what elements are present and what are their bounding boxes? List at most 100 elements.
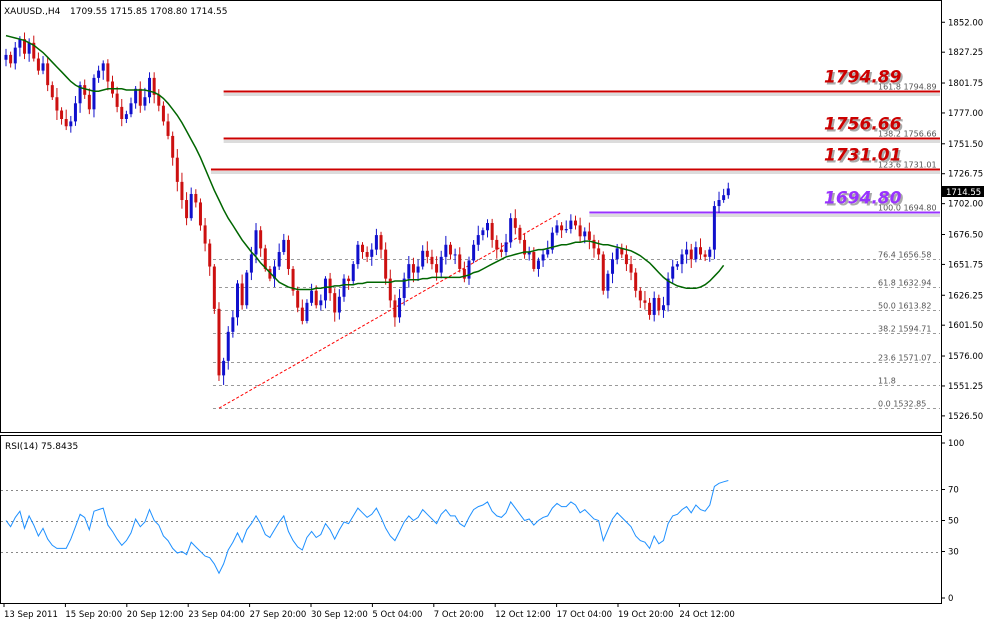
candle-body [97, 70, 101, 78]
x-axis-tick-label: 7 Oct 20:00 [434, 610, 484, 620]
fib-extension-label: 1756.66 [824, 115, 902, 135]
candle-body [638, 290, 642, 301]
candle-body [652, 297, 656, 315]
candle-body [138, 88, 142, 106]
rsi-axis-tick-label: 100 [948, 439, 964, 449]
candle-body [171, 135, 175, 158]
fib-extension-label: 1794.89 [824, 68, 902, 88]
candle-body [101, 63, 105, 71]
fib-extension-label-shadow: 1731.01 [826, 148, 903, 168]
x-axis-tick-label: 23 Sep 04:00 [188, 610, 245, 620]
candle-body [541, 254, 545, 261]
y-axis-tick-label: 1852.00 [948, 18, 983, 28]
candle-body [23, 39, 27, 54]
x-axis-tick-label: 15 Sep 20:00 [65, 610, 122, 620]
candle-body [32, 42, 36, 59]
candle-body [175, 157, 179, 182]
candle-body [259, 230, 263, 249]
candle-body [41, 63, 45, 71]
candle-body [185, 200, 189, 219]
candle-body [536, 260, 540, 269]
candle-body [490, 223, 494, 240]
candle-body [439, 256, 443, 273]
candle-body [236, 283, 239, 318]
candle-body [509, 218, 513, 243]
x-axis-tick-label: 24 Oct 12:00 [679, 610, 734, 620]
candle-body [134, 88, 138, 104]
candle-body [388, 278, 392, 301]
candle-body [314, 290, 318, 306]
candle-body [157, 94, 161, 106]
y-axis-tick-label: 1726.75 [948, 170, 983, 180]
candle-body [680, 254, 684, 265]
candle-body [661, 305, 665, 311]
candle-body [472, 244, 476, 261]
candle-body [310, 290, 314, 303]
candle-body [402, 278, 406, 298]
candle-body [384, 249, 388, 279]
candlestick-series [4, 32, 730, 385]
candle-body [27, 42, 31, 54]
candle-body [69, 121, 73, 127]
candle-body [148, 77, 152, 98]
fib-level-label: 61.8 1632.94 [878, 279, 931, 288]
candle-body [333, 293, 337, 313]
candle-body [245, 272, 249, 306]
candle-body [578, 225, 582, 237]
y-axis-tick-label: 1702.00 [948, 200, 983, 210]
candle-body [555, 225, 559, 233]
rsi-axis-tick-label: 50 [948, 517, 959, 527]
candle-body [694, 247, 698, 260]
chart-ohlc: 1709.55 1715.85 1708.80 1714.55 [70, 7, 227, 17]
candle-body [518, 227, 522, 240]
candle-body [46, 63, 50, 86]
current-price-value: 1714.55 [946, 188, 981, 198]
candle-body [689, 249, 693, 260]
y-axis-tick-label: 1551.25 [948, 382, 983, 392]
candle-body [124, 114, 128, 119]
candle-body [398, 297, 402, 318]
candle-body [411, 264, 415, 273]
candle-body [657, 297, 661, 311]
candle-body [208, 243, 212, 267]
candle-body [675, 264, 679, 267]
candle-body [583, 231, 587, 237]
y-axis-tick-label: 1526.50 [948, 412, 983, 422]
candle-body [129, 103, 133, 115]
candle-body [291, 268, 295, 291]
candle-body [685, 249, 689, 255]
x-axis-tick-label: 5 Oct 04:00 [372, 610, 422, 620]
candle-body [546, 249, 550, 255]
candle-body [143, 97, 147, 106]
x-axis-tick-label: 30 Sep 12:00 [311, 610, 368, 620]
candle-body [587, 231, 591, 240]
candle-body [374, 235, 378, 250]
candle-body [467, 260, 471, 279]
candle-body [560, 225, 564, 231]
axes-layer: 1852.00 1827.25 1801.75 1777.00 1751.50 1726.… [3, 18, 983, 620]
fib-extension-label-shadow: 1694.80 [826, 191, 904, 211]
rsi-axis-tick-label: 70 [948, 486, 959, 496]
candle-body [458, 254, 462, 269]
candle-body [319, 300, 323, 306]
candle-body [620, 248, 624, 255]
y-axis-tick-label: 1751.50 [948, 140, 983, 150]
candle-body [347, 278, 351, 282]
candle-body [120, 106, 124, 119]
candle-body [444, 244, 448, 257]
current-price-box [942, 186, 984, 197]
candle-body [166, 121, 170, 136]
candle-body [481, 230, 485, 236]
candle-body [421, 250, 425, 267]
candle-body [569, 220, 573, 230]
rsi-axis-tick-label: 30 [948, 548, 959, 558]
candle-body [717, 200, 721, 207]
candle-body [592, 239, 596, 249]
candle-body [699, 247, 702, 255]
candle-body [486, 223, 490, 231]
candle-body [337, 296, 341, 313]
x-axis-tick-label: 20 Sep 12:00 [127, 610, 184, 620]
candle-body [513, 218, 517, 228]
